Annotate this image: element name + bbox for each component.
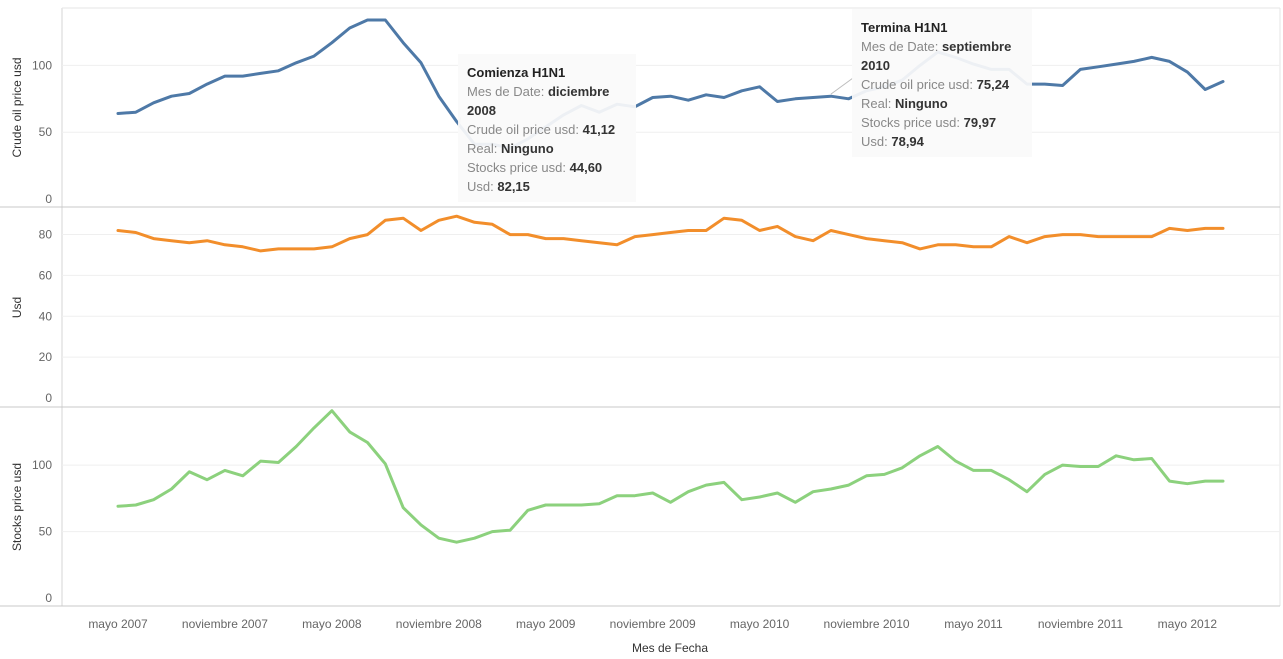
annotation-label: Mes de Date:	[861, 39, 939, 54]
y-tick-label: 100	[32, 458, 52, 472]
y-axis-title: Crude oil price usd	[10, 57, 24, 157]
annotation-value: Ninguno	[894, 96, 948, 111]
annotation-value: 79,97	[963, 115, 997, 130]
x-tick-label: noviembre 2011	[1038, 617, 1123, 631]
series-line	[116, 214, 1225, 253]
annotation-value: diciembre 2008	[467, 84, 610, 118]
annotation-label: Real:	[467, 141, 498, 156]
y-tick-label: 0	[45, 591, 52, 605]
series-line	[116, 409, 1225, 544]
y-tick-label: 0	[45, 192, 52, 206]
x-tick-label: mayo 2009	[516, 617, 576, 631]
annotation-comienza-h1n1: Comienza H1N1 Mes de Date: diciembre 200…	[458, 54, 636, 202]
panel-crude-oil-price-usd: 0 50 100 Crude oil price usd	[10, 18, 1280, 206]
annotation-title: Termina H1N1	[861, 20, 948, 35]
annotation-label: Usd:	[861, 134, 888, 149]
annotation-label: Stocks price usd:	[861, 115, 960, 130]
y-tick-label: 0	[45, 391, 52, 405]
y-tick-label: 50	[39, 525, 53, 539]
annotation-value: 75,24	[976, 77, 1010, 92]
y-axis-title: Usd	[10, 297, 24, 318]
annotation-termina-h1n1: Termina H1N1 Mes de Date: septiembre 201…	[852, 9, 1032, 157]
y-axis-title: Stocks price usd	[10, 463, 24, 551]
annotation-label: Real:	[861, 96, 892, 111]
x-tick-label: mayo 2012	[1158, 617, 1218, 631]
annotation-value: 41,12	[582, 122, 616, 137]
panel-usd: 0 20 40 60 80 Usd	[10, 214, 1280, 405]
annotation-value: 78,94	[891, 134, 924, 149]
panel-stocks-price-usd: 0 50 100 Stocks price usd	[10, 409, 1280, 605]
x-tick-label: noviembre 2008	[396, 617, 482, 631]
x-tick-label: noviembre 2007	[182, 617, 268, 631]
annotation-value: septiembre 2010	[861, 39, 1012, 73]
y-tick-label: 40	[39, 309, 53, 323]
annotation-leader	[830, 77, 854, 95]
annotation-title: Comienza H1N1	[467, 65, 566, 80]
y-tick-label: 60	[39, 268, 53, 282]
annotation-label: Stocks price usd:	[467, 160, 566, 175]
annotation-value: Ninguno	[500, 141, 554, 156]
x-tick-label: mayo 2007	[88, 617, 148, 631]
x-tick-label: mayo 2010	[730, 617, 790, 631]
series-line	[116, 18, 1225, 150]
y-tick-label: 100	[32, 58, 52, 72]
x-tick-label: mayo 2011	[944, 617, 1003, 631]
annotation-value: 44,60	[569, 160, 603, 175]
x-tick-label: noviembre 2010	[824, 617, 910, 631]
annotation-value: 82,15	[497, 179, 530, 194]
annotation-label: Crude oil price usd:	[861, 77, 973, 92]
x-tick-label: noviembre 2009	[610, 617, 696, 631]
y-tick-label: 80	[39, 228, 53, 242]
x-axis: mayo 2007 noviembre 2007 mayo 2008 noviembr…	[88, 617, 1217, 655]
y-tick-label: 50	[39, 125, 53, 139]
annotation-label: Usd:	[467, 179, 494, 194]
x-tick-label: mayo 2008	[302, 617, 362, 631]
x-axis-title: Mes de Fecha	[632, 641, 708, 655]
annotation-label: Mes de Date:	[467, 84, 545, 99]
y-tick-label: 20	[39, 350, 53, 364]
annotation-label: Crude oil price usd:	[467, 122, 579, 137]
